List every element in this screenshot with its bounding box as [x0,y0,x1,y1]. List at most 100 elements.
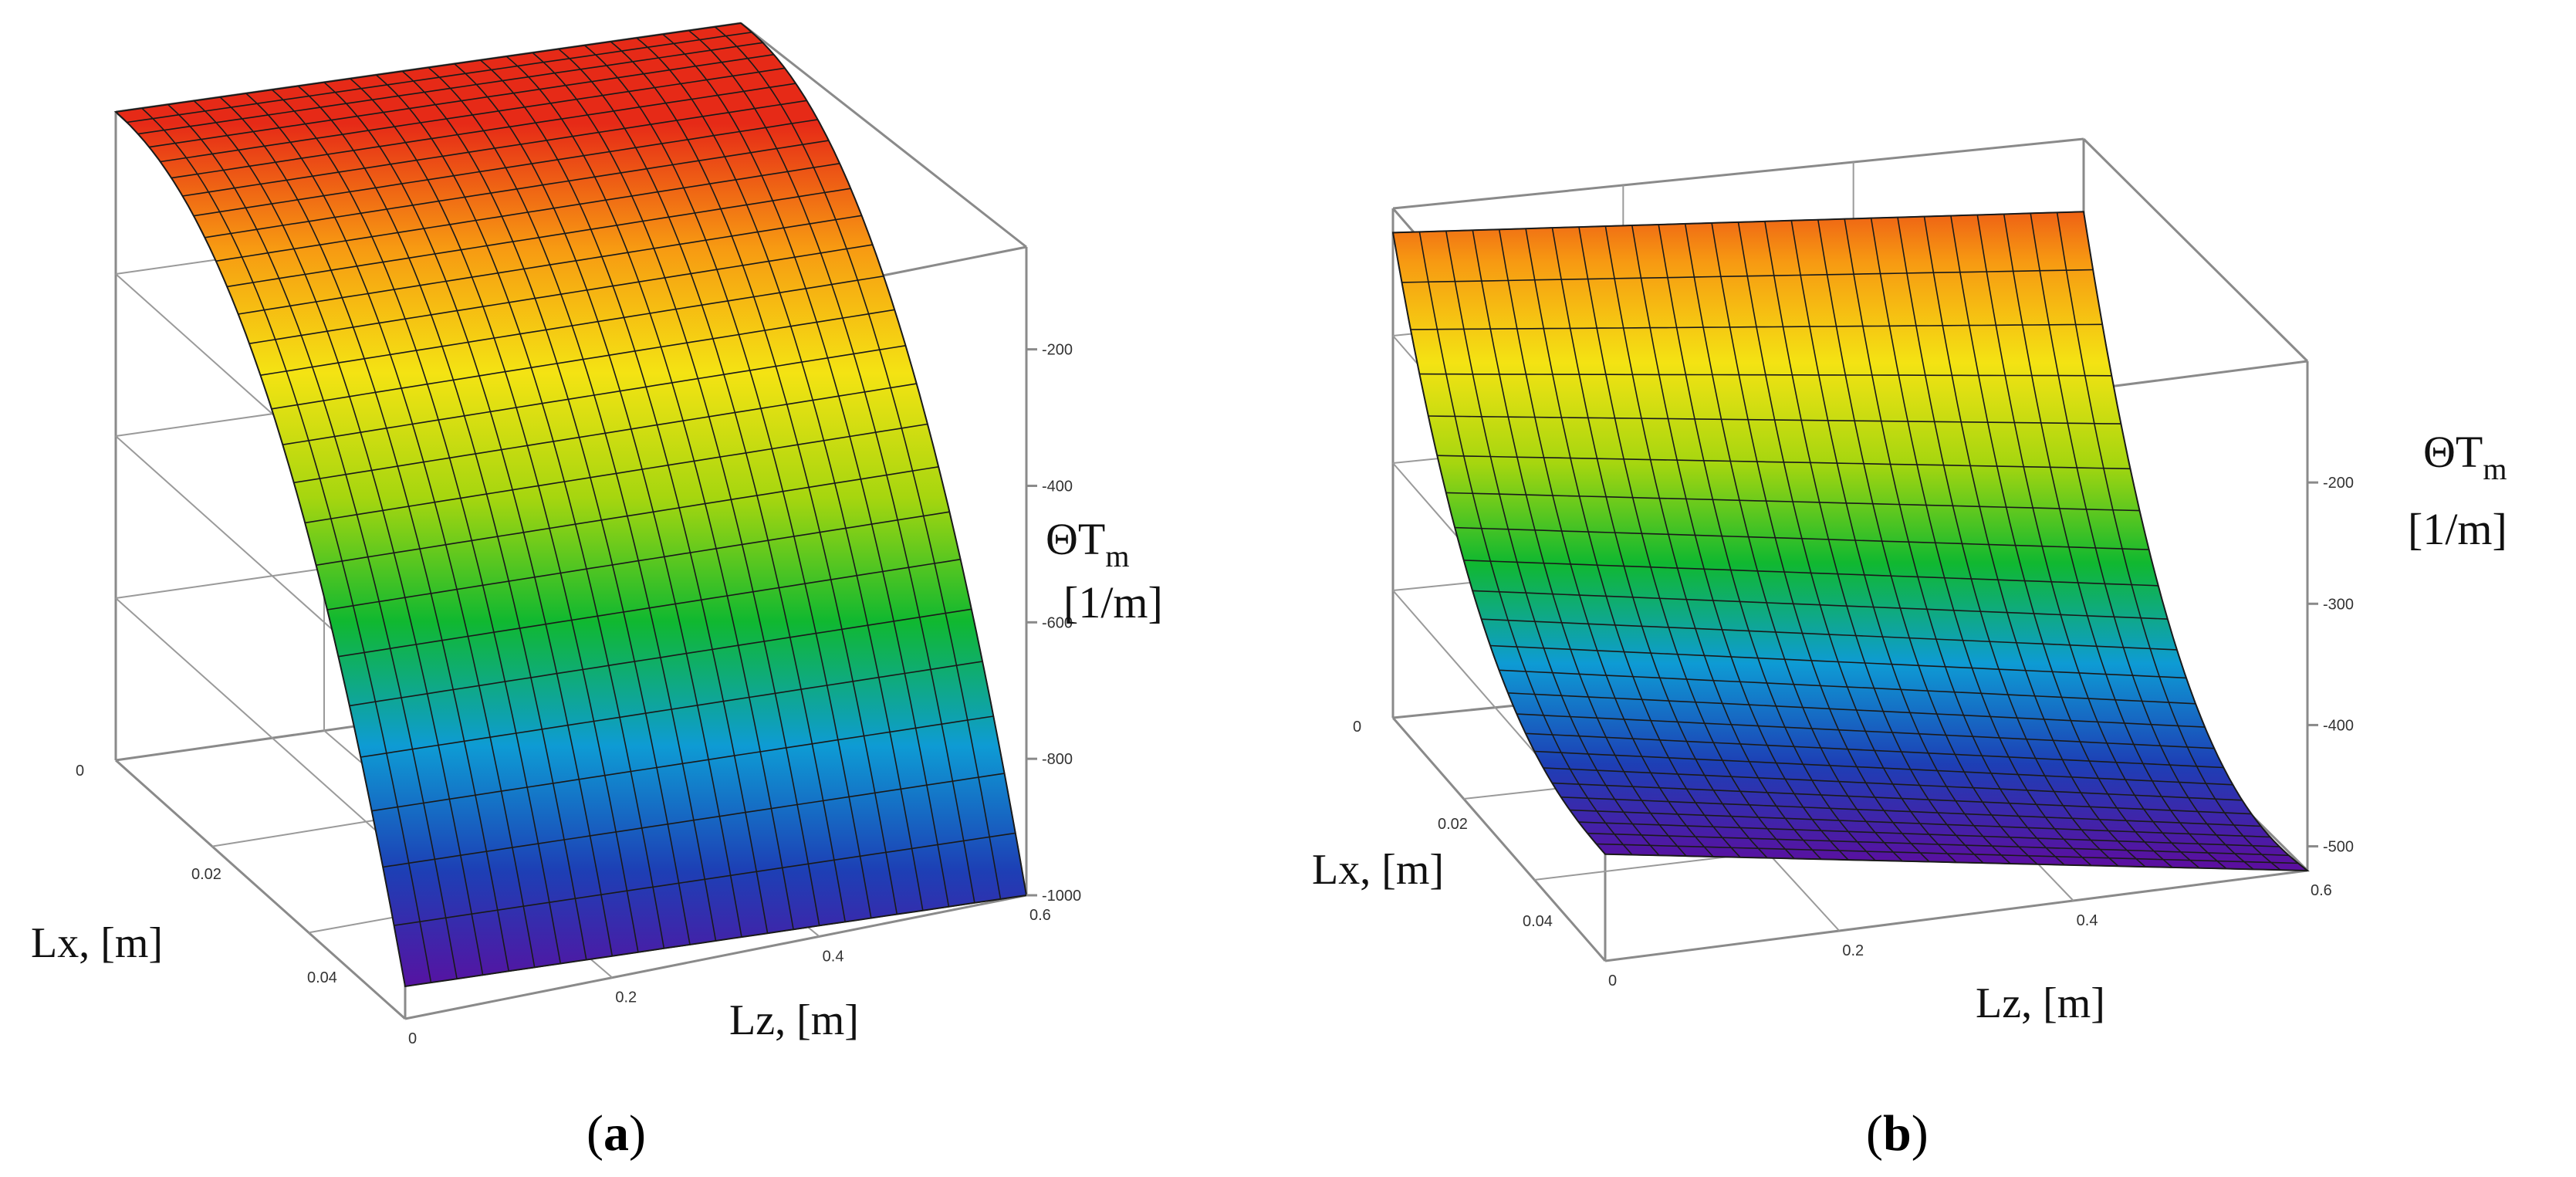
panel-b-mesh-line-lz [1525,228,1741,858]
panel-b-value-label-main: ΘT [2423,427,2483,477]
panel-a: -200 -400 -600 -800 -1000 0 0.02 0.04 0 0.2 0.4 0.6… [31,22,1163,1162]
panel-b-mesh-line-lz [1631,225,1849,861]
panel-b-mesh-line-lz [1392,232,1606,855]
panel-b-value-label-sub: m [2483,452,2507,486]
panel-a-mesh-line-lz [350,78,639,952]
lx-tick-label: 0 [76,763,84,780]
lz-tick-label: 0.6 [1029,907,1051,924]
panel-b-mesh-line-lz [1764,221,1984,864]
panel-a-value-unit: [1/m] [1063,577,1163,627]
panel-a-mesh-line-lz [662,33,950,907]
panel-b-mesh-line-lz [1445,231,1660,856]
lz-tick-label: 0.4 [2077,912,2098,929]
panel-b-mesh-line-lz [1950,215,2173,868]
panel-b-mesh-line-lz [1472,230,1687,857]
panel-a-mesh-line-lz [297,85,587,960]
panel-a-mesh-line-lz [323,82,614,956]
panel-b-mesh-line-lz [1844,218,2065,866]
panel-b-mesh-line-lz [2003,214,2227,870]
box-edge-top [1392,137,2084,210]
panel-a-mesh-line-lz [610,41,898,915]
panel-b-mesh-line-lz [1684,223,1903,862]
lx-tick-label: 0.02 [1438,816,1468,833]
panel-b: -200 -300 -400 -500 0 0.02 0.04 0 0.2 0.4 0.6 Lx, … [1312,137,2507,1162]
panel-a-mesh-line-lz [219,96,509,972]
panel-a-mesh-line-lz [193,100,484,976]
value-tick-label: -400 [1042,478,1073,495]
panel-a-value-label-main: ΘT [1046,514,1105,564]
panel-b-mesh-line-lz [1418,232,1633,856]
panel-b-value-label: ΘTm [2423,427,2507,486]
lx-tick-label: 0 [1353,719,1361,736]
value-tick-label: -400 [2323,717,2354,734]
panel-a-caption: (a) [587,1105,646,1162]
panel-b-mesh-line-lz [2056,212,2281,871]
lz-tick-label: 0.2 [615,989,637,1006]
panel-a-caption-letter: a [603,1105,629,1162]
panel-a-mesh-line-lz [479,59,769,934]
panel-a-mesh-line-lz [505,56,794,930]
panel-a-mesh-line-lz [636,37,924,911]
panel-a-value-label-sub: m [1105,539,1129,573]
panel-b-mesh-line-lz [1976,215,2200,869]
box-edge-top [740,22,1027,249]
panel-b-surface-fill [1391,211,2310,872]
panel-a-surface [113,22,1028,988]
panel-a-mesh-line-lz [583,45,872,918]
panel-b-lx-label: Lx, [m] [1312,846,1444,894]
panel-a-mesh-line-lz [532,52,820,926]
lx-tick-label: 0.02 [191,866,221,883]
box-edge-bottom [1604,869,2308,962]
panel-a-mesh-line-lz [454,63,742,938]
box-edge-bottom [115,759,406,1020]
panel-b-ticks: -200 -300 -400 -500 0 0.02 0.04 0 0.2 0.4 0.6 [1353,475,2354,989]
panel-a-mesh-line-lz [401,70,691,945]
panel-a-mesh-line-lz [375,74,665,949]
panel-a-mesh-line-lz [714,26,1002,900]
lz-tick-label: 0 [1608,972,1617,989]
panel-b-caption: (b) [1866,1105,1929,1162]
lz-tick-label: 0 [408,1030,417,1047]
lz-tick-label: 0.2 [1842,942,1864,959]
panel-b-mesh-line-lz [1578,226,1795,859]
lx-tick-label: 0.04 [307,969,337,986]
panel-a-mesh-line-lz [245,93,536,968]
box-edge-top [2082,137,2309,363]
panel-b-mesh-line-lz [2030,213,2254,871]
value-tick-label: -1000 [1042,888,1081,905]
panel-a-value-label: ΘTm [1046,514,1129,573]
panel-b-mesh-line-lz [1498,229,1714,857]
value-tick-label: -800 [1042,751,1073,768]
panel-a-mesh-line-lz [558,48,846,922]
value-tick-label: -200 [2323,475,2354,492]
panel-b-mesh-line-lz [1658,224,1876,861]
panel-b-mesh-line-lz [2083,211,2308,871]
box-edge-bottom [1391,717,1607,962]
panel-a-ticks: -200 -400 -600 -800 -1000 0 0.02 0.04 0 0.2 0.4 0.6 [76,342,1081,1047]
panel-a-mesh-line-lz [141,107,432,983]
panel-b-mesh-line-lz [1817,219,2038,865]
value-tick-label: -500 [2323,839,2354,856]
side-wall-gridline [115,597,406,857]
panel-b-mesh-line-lz [1737,222,1957,863]
panel-b-value-unit: [1/m] [2408,504,2507,554]
lx-tick-label: 0.04 [1523,913,1553,930]
lz-tick-label: 0.4 [823,948,844,965]
panel-b-mesh-line-lz [1604,225,1822,860]
panel-a-lz-label: Lz, [m] [729,996,859,1044]
panel-b-surface [1391,211,2310,872]
value-tick-label: -200 [1042,342,1073,359]
panel-a-mesh-line-lz [115,111,406,987]
panel-b-lz-label: Lz, [m] [1976,979,2105,1027]
panel-b-mesh-line-lz [1790,220,2011,864]
panel-b-mesh-line-lz [1551,228,1768,859]
panel-a-mesh-line-lz [271,89,562,964]
box-edge-bottom [404,894,1027,1020]
panel-b-caption-letter: b [1883,1105,1912,1162]
lz-tick-label: 0.6 [2311,882,2332,899]
panel-b-mesh-line-lz [1711,222,1930,863]
panel-a-mesh-line-lz [740,22,1027,896]
panel-a-mesh-line-lz [428,66,717,942]
panel-a-lx-label: Lx, [m] [31,919,163,967]
